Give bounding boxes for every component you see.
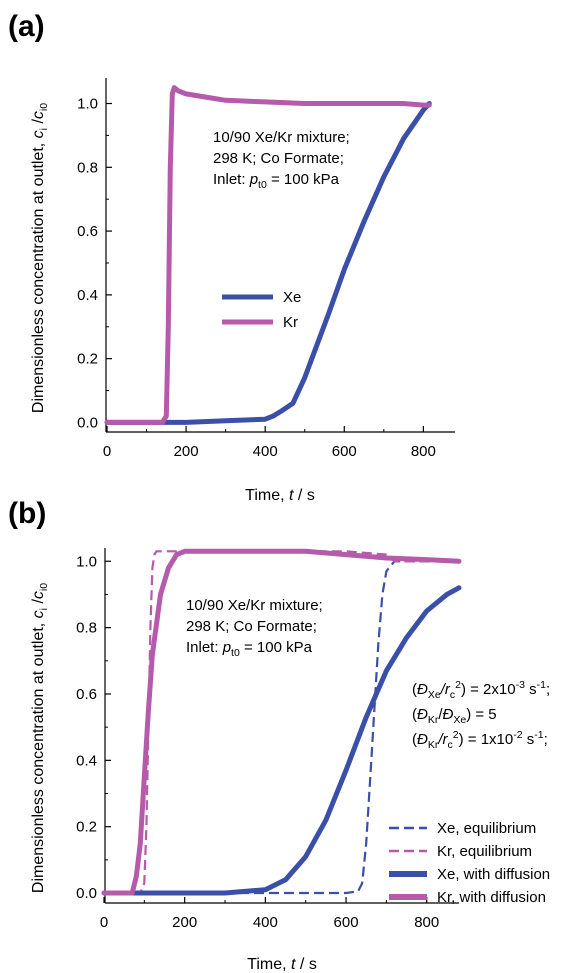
series-line-xe-with-diffusion [101,585,462,896]
panel-a-annotation-line1: 10/90 Xe/Kr mixture; [213,129,350,146]
panel-b-x-ticks: 0 200 400 600 800 [100,897,439,931]
panel-b-legend: Xe, equilibrium Kr, equilibrium Xe, with… [389,820,550,906]
y-tick-label: 1.0 [77,96,98,113]
legend-label-kr-equilibrium: Kr, equilibrium [437,843,532,860]
legend-label-kr: Kr [283,314,298,331]
y-tick-label: 0.4 [77,287,98,304]
panel-b-annotation-line2: 298 K; Co Formate; [186,618,317,635]
panel-a-annotation-line3: Inlet: pt0 = 100 kPa [213,171,340,191]
panel-a-series [104,85,432,425]
panel-a-annotation: 10/90 Xe/Kr mixture; 298 K; Co Formate; … [213,129,350,191]
y-tick-label: 0.2 [76,819,97,836]
y-tick-label: 0.8 [77,159,98,176]
x-tick-label: 400 [253,914,278,931]
x-tick-label: 600 [332,443,357,460]
y-tick-label: 0.4 [76,752,97,769]
panel-a-x-axis-label: Time, t / s [245,487,315,504]
y-tick-label: 1.0 [76,553,97,570]
x-tick-label: 800 [414,914,439,931]
x-tick-label: 200 [174,443,199,460]
y-tick-label: 0.6 [77,223,98,240]
panel-b-parameters: (ĐXe/rc2) = 2x10-3 s-1; (ĐKr/ĐXe) = 5 (Đ… [412,679,550,751]
legend-label-xe-equilibrium: Xe, equilibrium [437,820,536,837]
panel-b-x-axis-label: Time, t / s [247,956,317,973]
panel-b-annotation-line1: 10/90 Xe/Kr mixture; [186,597,323,614]
series-line-xe [104,101,432,425]
y-tick-label: 0.6 [76,686,97,703]
x-tick-label: 600 [334,914,359,931]
panel-a-label: (a) [8,10,45,43]
y-tick-label: 0.2 [77,351,98,368]
param-line1: (ĐXe/rc2) = 2x10-3 s-1; [412,679,550,701]
panel-b-axes [104,548,459,904]
panel-a-legend: Xe Kr [222,289,301,331]
legend-label-kr-diffusion: Kr, with diffusion [437,889,546,906]
legend-label-xe: Xe [283,289,301,306]
panel-b-y-axis-label: Dimensionless concentration at outlet, c… [30,583,50,893]
panel-a: (a) 0 200 400 600 800 0.0 0.2 0.4 0.6 0.8 1.0 Tim… [8,10,455,504]
panel-a-axes [105,78,455,433]
y-tick-label: 0.0 [77,414,98,431]
panel-a-y-axis-label: Dimensionless concentration at outlet, c… [30,103,50,413]
x-tick-label: 800 [411,443,436,460]
series-line-kr [104,85,432,425]
panel-a-y-ticks: 0.0 0.2 0.4 0.6 0.8 1.0 [77,96,112,431]
panel-b-label: (b) [8,497,46,530]
x-tick-label: 0 [100,914,108,931]
y-tick-label: 0.0 [76,885,97,902]
param-line3: (ĐKr/rc2) = 1x10-2 s-1; [412,729,548,751]
panel-a-annotation-line2: 298 K; Co Formate; [213,150,344,167]
y-tick-label: 0.8 [76,620,97,637]
param-line2: (ĐKr/ĐXe) = 5 [412,706,497,726]
panel-a-x-ticks: 0 200 400 600 800 [103,426,436,460]
x-tick-label: 400 [253,443,278,460]
panel-b: (b) 0 200 400 600 800 0.0 0.2 0.4 0.6 0.8 1.0 Tim… [8,497,550,973]
x-tick-label: 0 [103,443,111,460]
series-line-kr-with-diffusion [101,548,462,896]
panel-b-annotation-line3: Inlet: pt0 = 100 kPa [186,639,313,659]
panel-b-y-ticks: 0.0 0.2 0.4 0.6 0.8 1.0 [76,553,111,902]
panel-b-series [101,548,462,896]
legend-label-xe-diffusion: Xe, with diffusion [437,866,550,883]
x-tick-label: 200 [172,914,197,931]
panel-b-annotation: 10/90 Xe/Kr mixture; 298 K; Co Formate; … [186,597,323,659]
